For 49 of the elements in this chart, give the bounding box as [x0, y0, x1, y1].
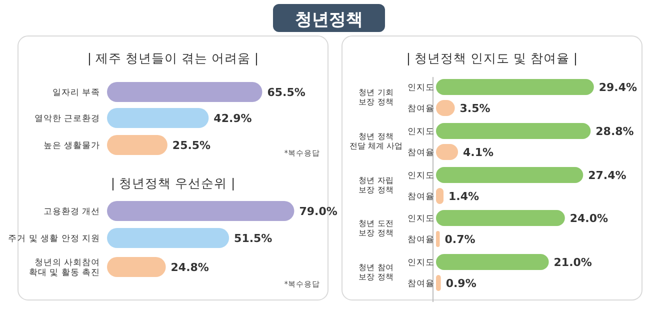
- y-tick-label: 청년의 사회참여 확대 및 활동 촉진: [28, 258, 100, 278]
- y-tick-label: 열악한 근로환경: [34, 114, 100, 124]
- text: 인지도: [408, 170, 434, 181]
- data-label: 4.1%: [463, 146, 494, 159]
- data-label: 3.5%: [460, 102, 490, 115]
- data-label: 24.8%: [170, 260, 209, 274]
- data-label: 24.0%: [570, 212, 608, 225]
- data-label: 29.4%: [598, 80, 638, 94]
- bar: [436, 188, 444, 204]
- data-label: 27.4%: [588, 168, 626, 182]
- data-label: 25.5%: [172, 138, 211, 152]
- bar: [436, 167, 584, 183]
- text: 인지도: [408, 258, 434, 268]
- data-label: 0.7%: [444, 232, 476, 246]
- chart-title: | 청년정책 인지도 및 참여율 |: [406, 50, 578, 66]
- data-label: 51.5%: [234, 232, 272, 245]
- series-label: 참여율: [408, 104, 434, 114]
- y-tick-label: 고용환경 개선: [43, 206, 100, 217]
- chart-title: | 제주 청년들이 겪는 어려움 |: [87, 50, 259, 66]
- text: 청년정책: [295, 10, 363, 30]
- data-label: 21.0%: [554, 256, 592, 269]
- y-tick-label: 청년 참여 보장 정책: [358, 263, 394, 282]
- data-label: 1.4%: [448, 190, 480, 203]
- text: 인지도: [408, 214, 434, 224]
- bar: [436, 79, 594, 95]
- data-label: 42.9%: [214, 112, 252, 125]
- data-label: 79.0%: [299, 204, 338, 218]
- y-tick-label: 주거 및 생활 안정 지원: [8, 234, 100, 244]
- y-tick-label: 청년 자립 보장 정책: [358, 176, 394, 195]
- text: 참여율: [408, 192, 434, 202]
- text: 참여율: [408, 234, 434, 245]
- text: 인지도: [408, 126, 434, 137]
- bar: [436, 210, 565, 226]
- chart-title: | 청년정책 우선순위 |: [110, 175, 236, 190]
- text: 참여율: [408, 278, 434, 289]
- bar: [436, 231, 440, 247]
- bar: [436, 123, 591, 139]
- series-label: 인지도: [408, 82, 434, 93]
- data-label: 28.8%: [596, 124, 634, 138]
- bar: [436, 254, 549, 270]
- text: 참여율: [408, 148, 434, 158]
- y-tick-label: 청년 정책 전달 체계 사업: [349, 132, 403, 151]
- data-label: 0.9%: [446, 276, 476, 290]
- bar: [436, 275, 441, 291]
- data-label: 65.5%: [267, 86, 306, 99]
- y-tick-label: 일자리 부족: [52, 88, 100, 98]
- y-tick-label: 높은 생활물가: [43, 140, 100, 151]
- y-tick-label: 청년 기회 보장 정책: [358, 88, 394, 107]
- y-tick-label: 청년 도전 보장 정책: [358, 219, 394, 238]
